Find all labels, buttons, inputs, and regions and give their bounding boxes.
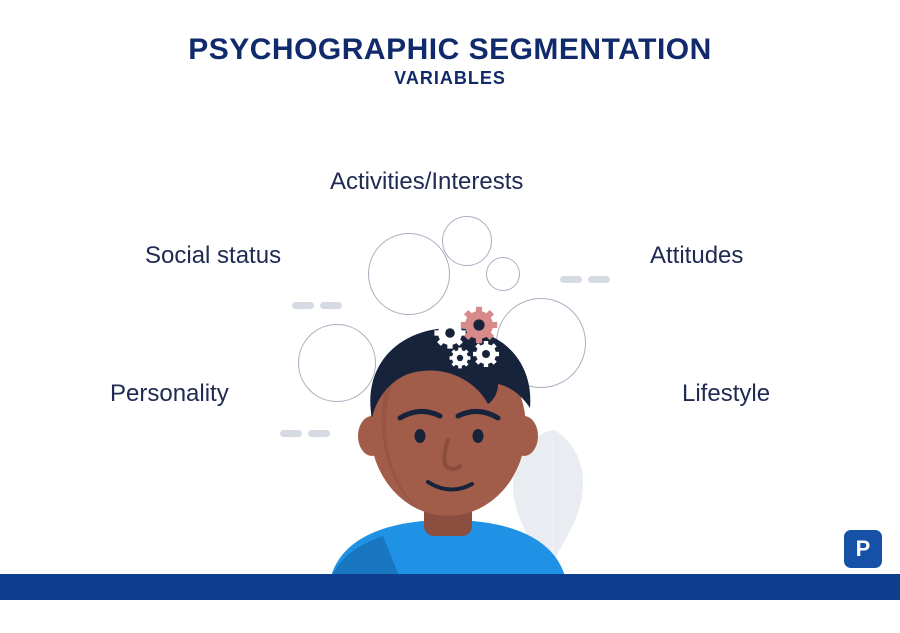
variable-social-status: Social status — [145, 242, 281, 270]
title-block: PSYCHOGRAPHIC SEGMENTATION VARIABLES — [0, 0, 900, 89]
logo-letter: P — [856, 536, 871, 562]
gear-icon — [450, 348, 471, 369]
gear-icon — [473, 341, 499, 367]
variable-lifestyle: Lifestyle — [682, 380, 770, 408]
title-main: PSYCHOGRAPHIC SEGMENTATION — [0, 34, 900, 66]
variable-activities-interests: Activities/Interests — [330, 168, 523, 196]
variable-personality: Personality — [110, 380, 229, 408]
thought-bubble — [442, 216, 492, 266]
eye-right — [473, 429, 484, 443]
eye-left — [415, 429, 426, 443]
title-subtitle: VARIABLES — [0, 68, 900, 89]
footer-bar — [0, 574, 900, 600]
variable-attitudes: Attitudes — [650, 242, 743, 270]
gear-icon — [461, 307, 497, 343]
logo-badge: P — [844, 530, 882, 568]
